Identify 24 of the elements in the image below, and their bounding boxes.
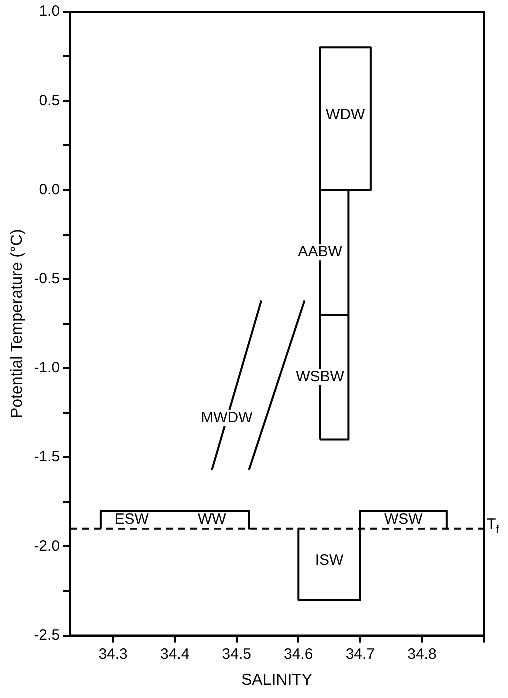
annotation: MWDW [201,410,254,426]
x-tick-label: 34.4 [160,646,190,663]
y-tick-label: -2.0 [34,538,60,555]
x-axis-title: SALINITY [241,672,313,689]
x-tick-label: 34.6 [284,646,314,663]
annotation: AABW [298,244,344,261]
x-tick-label: 34.8 [408,646,437,663]
annotation: WSBW [296,368,346,386]
annotation: WDW [326,106,366,124]
annotation: ESW [114,511,150,528]
y-tick-label: 0.5 [39,92,60,110]
annotation: WSW [384,511,424,528]
y-tick-label: -1.0 [34,360,60,377]
x-tick-label: 34.7 [346,646,376,663]
annotation: ISW [315,552,345,570]
y-tick-label: -1.5 [34,448,60,466]
x-tick-label: 34.3 [98,646,128,663]
x-tick-label: 34.5 [222,646,252,663]
y-axis-title: Potential Temperature (°C) [9,229,26,419]
y-tick-label: 1.0 [39,3,60,20]
y-tick-label: 0.0 [39,181,60,198]
annotation: WW [198,511,228,528]
y-tick-label: -0.5 [34,270,60,288]
y-tick-label: -2.5 [34,626,60,644]
